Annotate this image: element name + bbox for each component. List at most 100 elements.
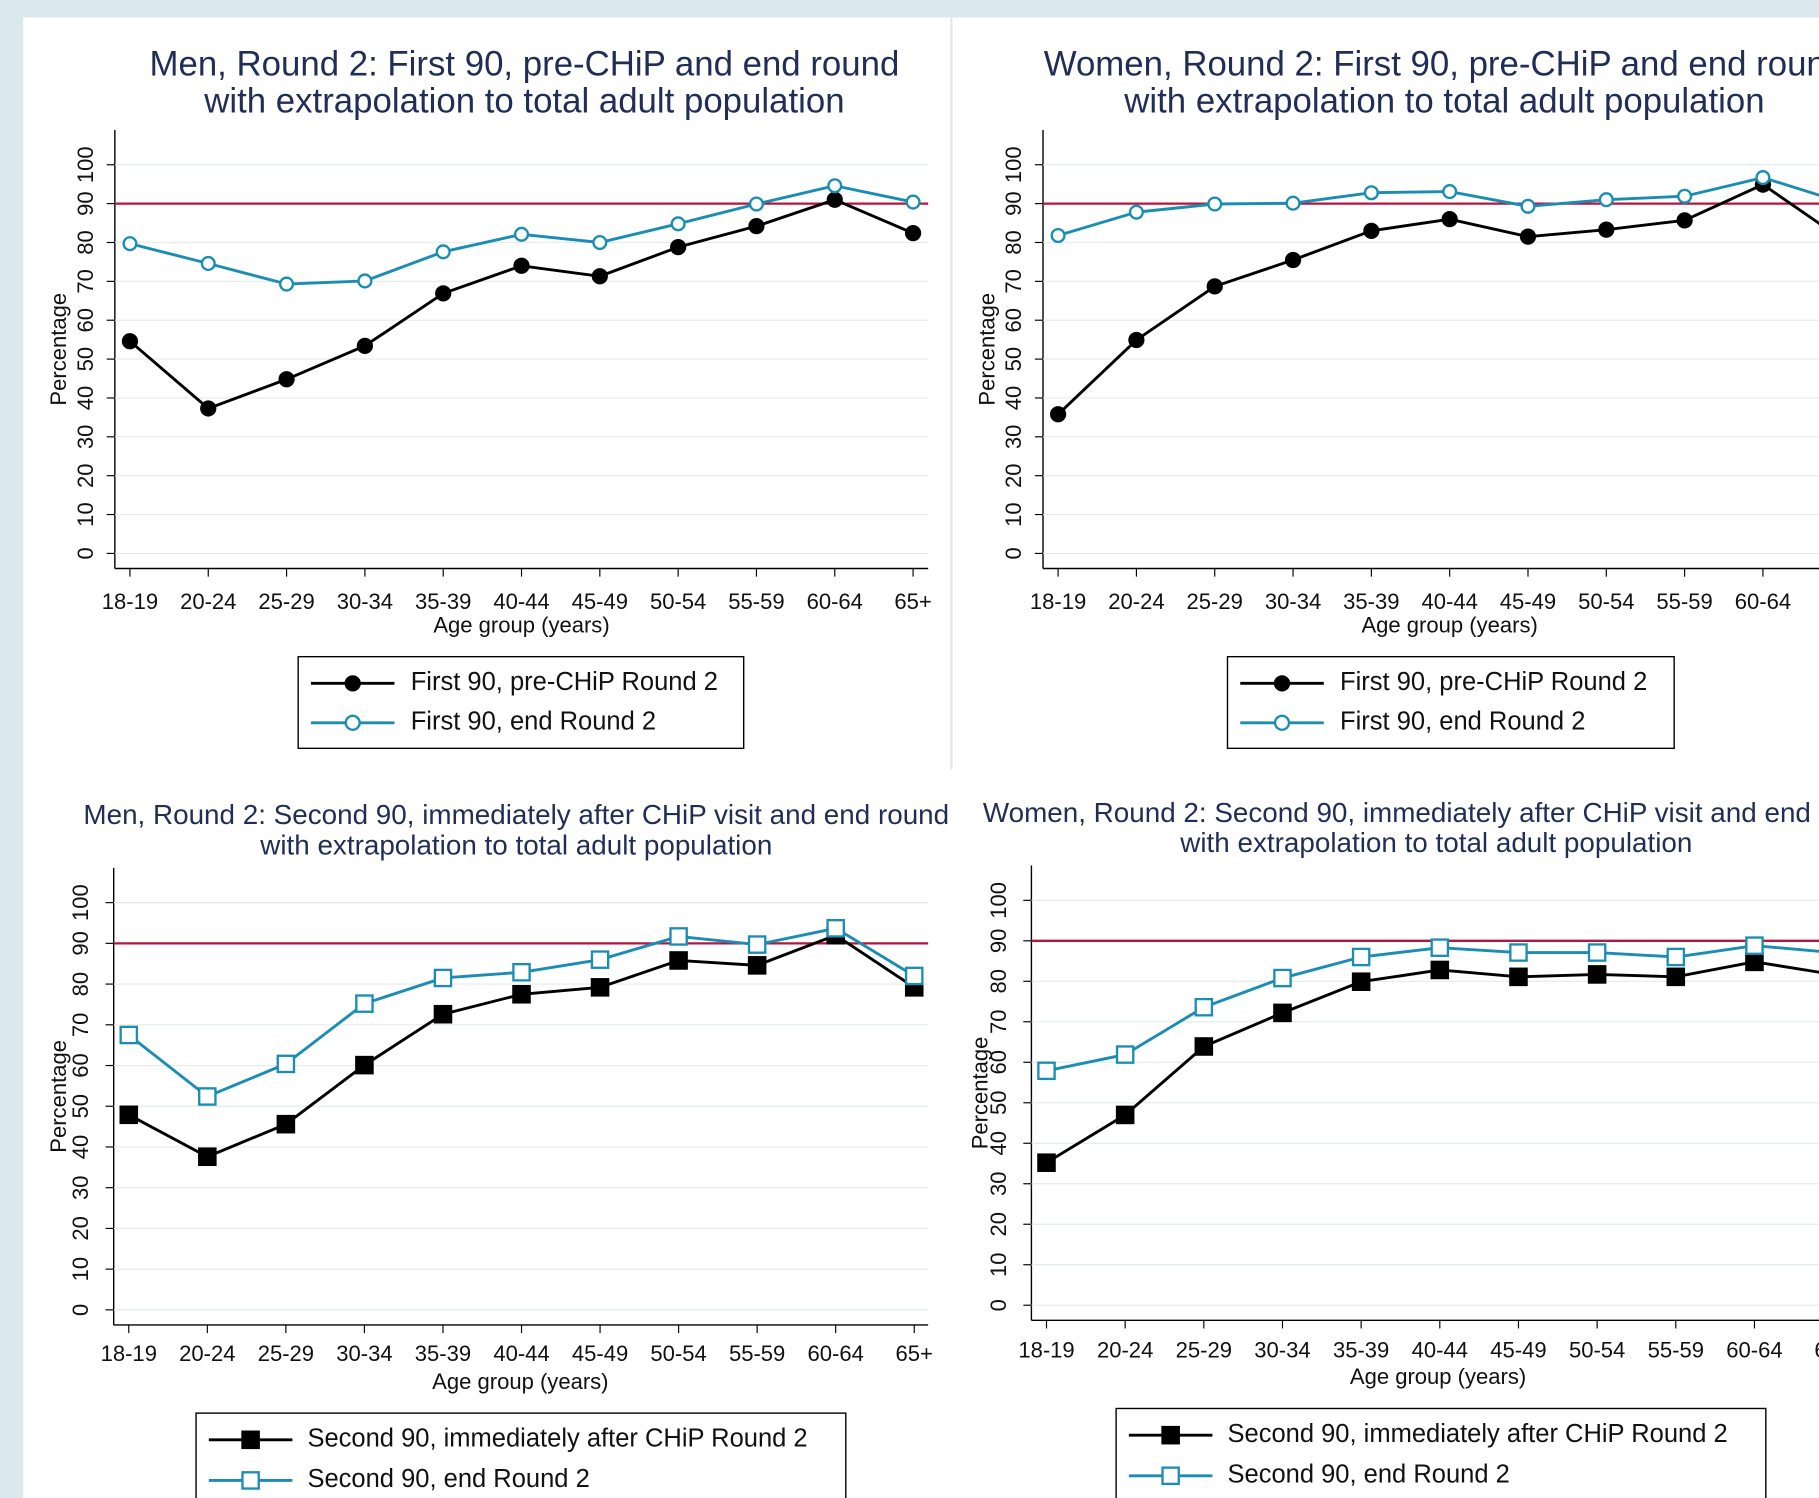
y-tick-label: 50	[1001, 347, 1026, 372]
marker	[119, 1105, 139, 1125]
y-tick-label: 100	[68, 884, 93, 921]
y-axis-label: Percentage	[967, 1037, 992, 1150]
marker	[1207, 196, 1223, 212]
marker	[747, 935, 767, 954]
x-tick-label: 50-54	[650, 1341, 706, 1366]
x-tick-label: 25-29	[258, 1341, 314, 1366]
x-tick-label: 50-54	[1578, 589, 1634, 614]
x-tick-label: 18-19	[1030, 589, 1086, 614]
marker	[748, 218, 765, 235]
x-axis-label: Age group (years)	[1361, 612, 1537, 637]
x-tick-label: 60-64	[807, 589, 863, 614]
x-tick-label: 25-29	[1187, 589, 1243, 614]
marker	[904, 225, 922, 242]
x-tick-label: 40-44	[493, 589, 549, 614]
y-tick-label: 60	[1001, 308, 1026, 333]
marker	[669, 951, 688, 970]
marker	[1351, 972, 1371, 991]
y-tick-label: 0	[73, 547, 98, 559]
marker	[1115, 1045, 1135, 1064]
chart-title: with extrapolation to total adult popula…	[1179, 827, 1692, 858]
x-tick-label: 45-49	[1500, 589, 1556, 614]
marker	[747, 956, 767, 975]
marker	[670, 239, 687, 256]
marker	[1050, 227, 1066, 244]
marker	[1430, 960, 1450, 980]
y-tick-label: 40	[986, 1131, 1011, 1156]
legend-label: Second 90, end Round 2	[1227, 1461, 1509, 1489]
y-axis-label: Percentage	[46, 1040, 71, 1153]
chart-title: Women, Round 2: First 90, pre-CHiP and e…	[1044, 44, 1819, 83]
x-tick-label: 30-34	[336, 1341, 392, 1366]
y-tick-label: 60	[986, 1050, 1011, 1075]
x-tick-label: 18-19	[102, 589, 158, 614]
marker	[512, 984, 531, 1004]
chart-title: with extrapolation to total adult popula…	[1123, 81, 1764, 120]
y-tick-label: 70	[986, 1010, 1011, 1035]
x-tick-label: 20-24	[1097, 1337, 1153, 1362]
legend-label: First 90, end Round 2	[411, 708, 656, 736]
legend-label: First 90, pre-CHiP Round 2	[1340, 668, 1647, 696]
x-tick-label: 30-34	[337, 589, 393, 614]
marker	[1745, 952, 1764, 972]
y-axis-label: Percentage	[974, 293, 999, 406]
marker	[435, 285, 452, 302]
y-tick-label: 90	[73, 191, 98, 216]
legend-label: Second 90, end Round 2	[307, 1465, 589, 1493]
marker	[1363, 222, 1380, 239]
marker	[1285, 195, 1301, 211]
marker	[200, 255, 216, 272]
legend-label: First 90, end Round 2	[1340, 708, 1585, 736]
marker	[1273, 1003, 1292, 1023]
x-tick-label: 20-24	[1108, 589, 1164, 614]
x-tick-label: 50-54	[650, 589, 706, 614]
marker	[1676, 212, 1693, 229]
legend-marker	[241, 1471, 260, 1490]
x-tick-label: 55-59	[1656, 589, 1712, 614]
x-tick-label: 65+	[894, 589, 931, 614]
y-tick-label: 100	[73, 146, 98, 183]
marker	[590, 950, 610, 969]
y-tick-label: 80	[1001, 230, 1026, 255]
x-tick-label: 18-19	[1018, 1337, 1074, 1362]
marker	[1037, 1153, 1056, 1172]
x-tick-label: 65+	[1814, 1337, 1819, 1362]
chart-title: Women, Round 2: Second 90, immediately a…	[983, 797, 1819, 828]
y-tick-label: 20	[1001, 463, 1026, 488]
marker	[121, 333, 139, 350]
marker	[1128, 204, 1144, 220]
legend-marker	[1273, 714, 1291, 731]
y-tick-label: 100	[986, 882, 1011, 919]
x-tick-label: 60-64	[1735, 589, 1791, 614]
x-axis-label: Age group (years)	[1350, 1364, 1526, 1389]
marker	[433, 968, 453, 988]
marker	[276, 1114, 296, 1134]
marker	[1037, 1061, 1056, 1081]
x-tick-label: 25-29	[258, 589, 314, 614]
x-tick-label: 20-24	[180, 589, 236, 614]
x-tick-label: 45-49	[1490, 1337, 1546, 1362]
x-tick-label: 20-24	[179, 1341, 235, 1366]
y-tick-label: 0	[68, 1304, 93, 1316]
marker	[1128, 331, 1145, 349]
y-tick-label: 30	[986, 1171, 1011, 1196]
x-tick-label: 35-39	[415, 1341, 471, 1366]
x-tick-label: 60-64	[808, 1341, 864, 1366]
y-tick-label: 90	[1001, 191, 1026, 216]
marker	[1519, 228, 1537, 245]
chart: Men, Round 2: Second 90, immediately aft…	[46, 799, 949, 1498]
y-tick-label: 70	[1001, 269, 1026, 294]
marker	[748, 196, 764, 212]
marker	[1442, 184, 1458, 200]
y-tick-label: 80	[986, 969, 1011, 994]
marker	[1520, 198, 1536, 214]
y-tick-label: 20	[986, 1212, 1011, 1237]
marker	[1363, 185, 1379, 201]
x-tick-label: 65+	[896, 1341, 933, 1366]
marker	[590, 978, 610, 997]
legend-box	[195, 1412, 847, 1498]
marker	[592, 234, 608, 251]
y-tick-label: 70	[68, 1013, 93, 1038]
